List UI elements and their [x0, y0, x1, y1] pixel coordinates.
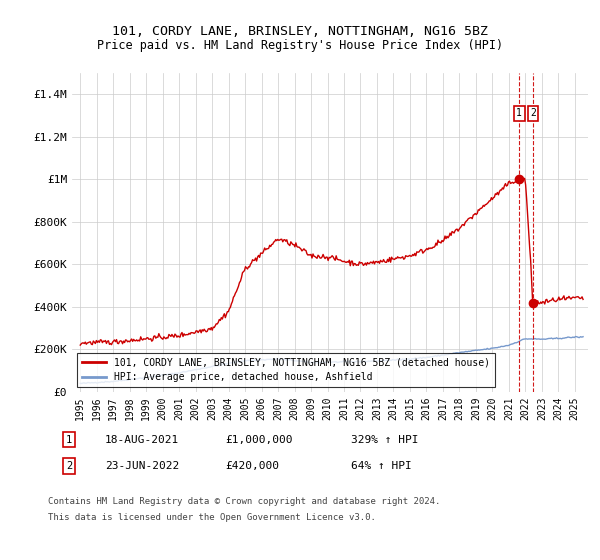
- Text: 64% ↑ HPI: 64% ↑ HPI: [351, 461, 412, 471]
- Text: Contains HM Land Registry data © Crown copyright and database right 2024.: Contains HM Land Registry data © Crown c…: [48, 497, 440, 506]
- Text: 2: 2: [66, 461, 72, 471]
- Text: 101, CORDY LANE, BRINSLEY, NOTTINGHAM, NG16 5BZ: 101, CORDY LANE, BRINSLEY, NOTTINGHAM, N…: [112, 25, 488, 38]
- Text: 2: 2: [530, 108, 536, 118]
- Text: 1: 1: [66, 435, 72, 445]
- Legend: 101, CORDY LANE, BRINSLEY, NOTTINGHAM, NG16 5BZ (detached house), HPI: Average p: 101, CORDY LANE, BRINSLEY, NOTTINGHAM, N…: [77, 353, 494, 387]
- Text: 18-AUG-2021: 18-AUG-2021: [105, 435, 179, 445]
- Text: 23-JUN-2022: 23-JUN-2022: [105, 461, 179, 471]
- Text: £1,000,000: £1,000,000: [225, 435, 293, 445]
- Text: £420,000: £420,000: [225, 461, 279, 471]
- Text: Price paid vs. HM Land Registry's House Price Index (HPI): Price paid vs. HM Land Registry's House …: [97, 39, 503, 52]
- Text: 1: 1: [517, 108, 522, 118]
- Text: 329% ↑ HPI: 329% ↑ HPI: [351, 435, 419, 445]
- Text: This data is licensed under the Open Government Licence v3.0.: This data is licensed under the Open Gov…: [48, 514, 376, 522]
